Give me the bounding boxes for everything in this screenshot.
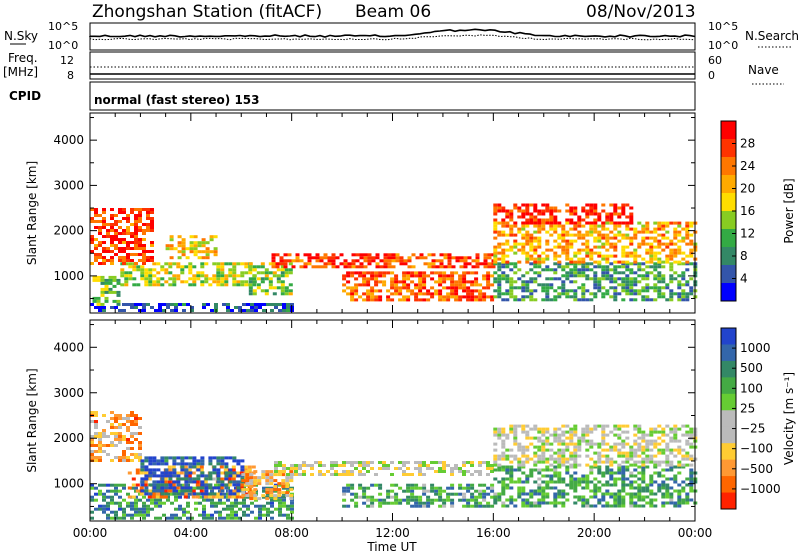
velocity-panel: 1000 2000 3000 4000 00:00 04:00 08:00 12:00 16:0…	[25, 319, 796, 540]
power-colorbar-label: Power [dB]	[782, 178, 796, 243]
cpid-text: normal (fast stereo) 153	[94, 93, 260, 107]
xtick-label: 00:00	[678, 526, 713, 540]
power-colorbar: 28 24 20 16 12 8 4 Power [dB]	[720, 120, 796, 302]
xtick-label: 12:00	[375, 526, 410, 540]
power-colorbar-tick: 12	[740, 227, 755, 241]
velocity-region-3	[140, 456, 245, 496]
power-region-10	[493, 203, 634, 225]
freq-unit-label: [MHz]	[3, 65, 38, 79]
freq-traces	[90, 66, 695, 75]
nsearch-label: N.Search	[745, 29, 799, 43]
noise-traces	[89, 28, 696, 41]
velocity-ytick-label: 4000	[53, 340, 84, 354]
velocity-colorbar-tick: 500	[740, 361, 763, 375]
velocity-ytick-label: 1000	[53, 477, 84, 491]
noise-tick-low-left: 10^0	[48, 39, 78, 52]
noise-tick-low-right: 10^0	[708, 39, 738, 52]
beam-label: Beam 06	[355, 2, 431, 22]
freq-label: Freq.	[8, 51, 38, 65]
freq-tick-high: 12	[60, 54, 74, 67]
velocity-region-1	[90, 411, 142, 462]
velocity-region-5	[274, 461, 494, 476]
velocity-data-cells	[90, 411, 698, 520]
velocity-ytick-label: 3000	[53, 386, 84, 400]
nave-label: Nave	[748, 63, 779, 77]
velocity-colorbar-label: Velocity [m s⁻¹]	[782, 372, 796, 465]
power-region-7	[342, 271, 495, 302]
velocity-ytick-label: 2000	[53, 431, 84, 445]
power-colorbar-tick: 16	[740, 204, 755, 218]
power-region-1	[92, 275, 121, 306]
velocity-colorbar: 1000 500 100 25 −25 −100 −500 −1000 Velocity [m …	[720, 327, 796, 510]
velocity-region-8	[493, 424, 698, 467]
nsearch-trace	[89, 34, 696, 41]
power-ytick-label: 2000	[53, 224, 84, 238]
power-ylabel: Slant Range [km]	[25, 161, 39, 265]
power-colorbar-tick: 4	[740, 272, 748, 286]
power-data-cells	[90, 203, 698, 312]
power-ytick-label: 4000	[53, 133, 84, 147]
power-region-6	[271, 253, 496, 269]
power-ytick-label: 3000	[53, 178, 84, 192]
power-panel: 1000 2000 3000 4000 Slant Range [km] 28 24 20 16…	[25, 112, 796, 314]
date-label: 08/Nov/2013	[586, 2, 696, 22]
velocity-ylabel: Slant Range [km]	[25, 368, 39, 472]
power-region-4	[165, 235, 218, 260]
nave-tick-high: 60	[708, 54, 722, 67]
nave-tick-low: 0	[708, 69, 715, 82]
nsky-trace	[89, 28, 696, 38]
power-region-3	[90, 208, 154, 265]
xtick-label: 00:00	[73, 526, 108, 540]
power-region-5	[248, 262, 293, 296]
xtick-label: 04:00	[174, 526, 209, 540]
nsky-label: N.Sky	[4, 29, 38, 43]
power-ytick-label: 1000	[53, 269, 84, 283]
power-colorbar-tick: 20	[740, 182, 755, 196]
cpid-strip-frame	[89, 81, 696, 111]
power-region-9	[493, 221, 698, 264]
power-region-8	[493, 262, 698, 302]
xtick-label: 20:00	[577, 526, 612, 540]
freq-tick-low: 8	[67, 69, 74, 82]
noise-tick-high-left: 10^5	[48, 20, 78, 33]
power-colorbar-tick: 24	[740, 159, 755, 173]
noise-tick-high-right: 10^5	[708, 20, 738, 33]
velocity-colorbar-tick: 100	[740, 381, 763, 395]
velocity-region-6	[342, 483, 495, 508]
velocity-colorbar-tick: −1000	[740, 482, 781, 496]
cpid-label: CPID	[9, 89, 41, 103]
x-axis-label: Time UT	[366, 540, 417, 554]
velocity-region-7	[493, 465, 698, 508]
velocity-region-4	[241, 470, 294, 501]
power-colorbar-tick: 8	[740, 249, 748, 263]
xtick-label: 16:00	[476, 526, 511, 540]
station-title: Zhongshan Station (fitACF)	[92, 2, 322, 22]
freq-strip-frame	[89, 51, 696, 80]
velocity-colorbar-tick: 1000	[740, 341, 771, 355]
velocity-colorbar-tick: −100	[740, 442, 773, 456]
xtick-label: 08:00	[274, 526, 309, 540]
power-colorbar-tick: 28	[740, 137, 755, 151]
power-region-0	[90, 303, 294, 312]
velocity-colorbar-tick: −500	[740, 462, 773, 476]
velocity-colorbar-tick: −25	[740, 422, 765, 436]
power-region-2	[120, 262, 257, 287]
velocity-colorbar-tick: 25	[740, 401, 755, 415]
